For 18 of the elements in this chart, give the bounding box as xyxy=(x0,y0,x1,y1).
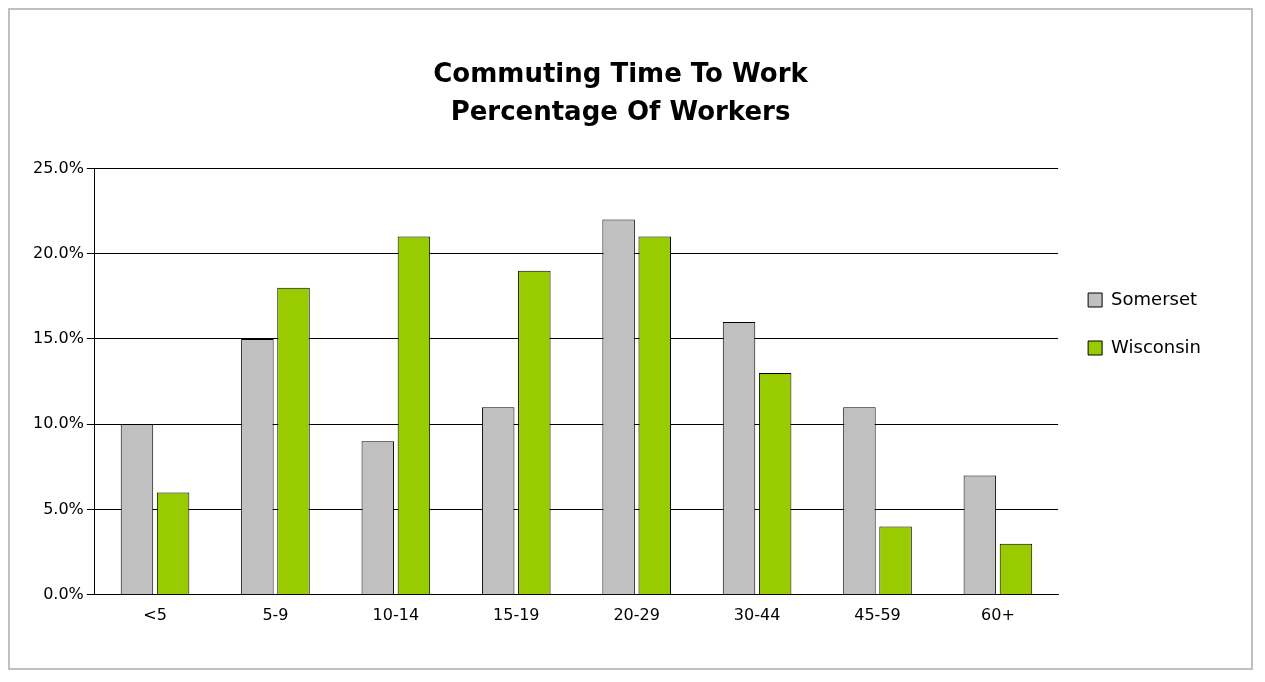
x-tick-label: 15-19 xyxy=(493,604,540,624)
x-tick-label: 30-44 xyxy=(733,604,781,624)
x-tick-label: 10-14 xyxy=(372,604,420,624)
x-tick-label: 45-59 xyxy=(854,604,901,624)
x-tick-label: 60+ xyxy=(981,604,1015,624)
y-tick-label: 10.0% xyxy=(33,413,84,433)
y-tick-label: 5.0% xyxy=(43,498,84,518)
y-tick-label: 20.0% xyxy=(33,242,84,262)
x-tick-label: <5 xyxy=(143,604,167,624)
chart-title: Commuting Time To Work xyxy=(433,58,809,89)
x-tick-label: 20-29 xyxy=(613,604,660,624)
legend-label: Wisconsin xyxy=(1111,335,1201,357)
chart-subtitle: Percentage Of Workers xyxy=(450,95,791,126)
y-tick-label: 15.0% xyxy=(33,328,84,348)
x-tick-label: 5-9 xyxy=(262,604,289,624)
y-tick-label: 25.0% xyxy=(33,157,84,177)
legend-label: Somerset xyxy=(1111,287,1198,309)
y-tick-label: 0.0% xyxy=(43,583,84,603)
